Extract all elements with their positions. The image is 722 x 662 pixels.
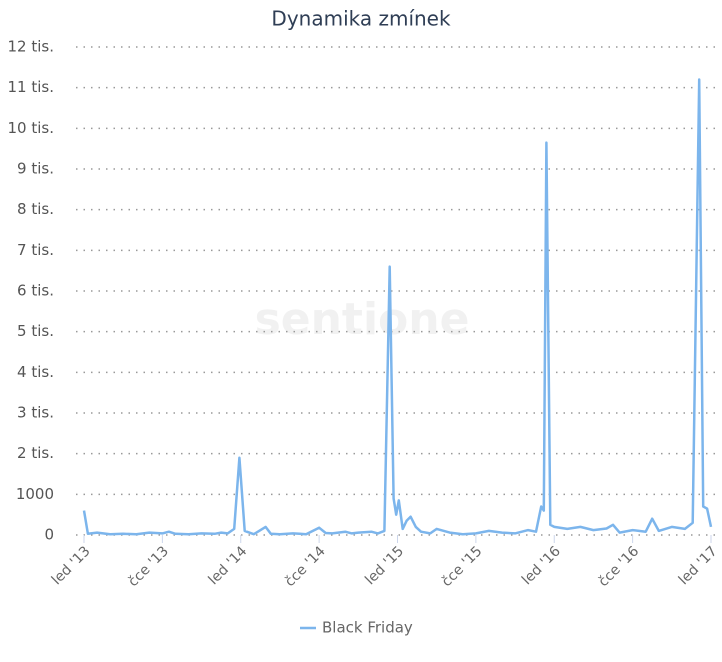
y-tick-label: 7 tis. [17, 241, 54, 259]
y-tick-label: 0 [44, 526, 54, 544]
x-tick-label: čce '16 [596, 543, 643, 590]
y-tick-label: 5 tis. [17, 322, 54, 340]
x-tick-label: led '17 [676, 543, 721, 588]
y-tick-label: 10 tis. [8, 119, 55, 137]
y-tick-label: 3 tis. [17, 404, 54, 422]
watermark: sentione [255, 294, 470, 345]
x-tick-label: čce '13 [125, 543, 172, 590]
x-tick-label: led '13 [49, 543, 94, 588]
y-tick-label: 9 tis. [17, 160, 54, 178]
y-tick-label: 6 tis. [17, 282, 54, 300]
x-tick-label: led '14 [205, 543, 250, 588]
y-tick-label: 4 tis. [17, 363, 54, 381]
y-tick-label: 11 tis. [8, 78, 55, 96]
x-tick-label: čce '14 [282, 543, 329, 590]
x-tick-label: čce '15 [439, 543, 486, 590]
y-tick-label: 12 tis. [8, 38, 55, 56]
y-tick-label: 2 tis. [17, 444, 54, 462]
legend-label: Black Friday [322, 619, 413, 637]
series-line [82, 78, 713, 536]
y-tick-label: 1000 [16, 485, 54, 503]
chart-title: Dynamika zmínek [271, 7, 451, 31]
y-tick-label: 8 tis. [17, 200, 54, 218]
x-tick-label: led '16 [519, 543, 564, 588]
x-tick-label: led '15 [362, 543, 407, 588]
